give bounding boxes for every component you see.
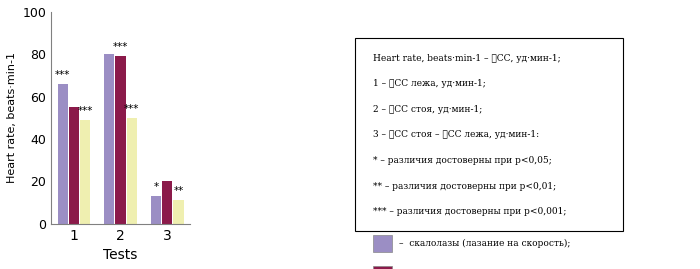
Text: 2 – 䉼СС стоя, уд·мин-1;: 2 – 䉼СС стоя, уд·мин-1; bbox=[373, 105, 482, 114]
Bar bbox=[162, 181, 172, 224]
Text: Heart rate, beats·min-1 – 䉼СС, уд·мин-1;: Heart rate, beats·min-1 – 䉼СС, уд·мин-1; bbox=[373, 54, 561, 63]
Bar bbox=[116, 56, 126, 224]
Text: ***: *** bbox=[78, 106, 93, 116]
Bar bbox=[69, 107, 79, 224]
Y-axis label: Heart rate, beats·min-1: Heart rate, beats·min-1 bbox=[7, 52, 17, 183]
Text: ***: *** bbox=[113, 42, 128, 52]
Text: * – различия достоверны при p<0,05;: * – различия достоверны при p<0,05; bbox=[373, 156, 552, 165]
Bar bbox=[80, 120, 90, 224]
Bar bbox=[151, 196, 161, 224]
Text: 1 – 䉼СС лежа, уд·мин-1;: 1 – 䉼СС лежа, уд·мин-1; bbox=[373, 79, 486, 88]
Text: ***: *** bbox=[124, 104, 139, 114]
Text: 3 – 䉼СС стоя – 䉼СС лежа, уд·мин-1:: 3 – 䉼СС стоя – 䉼СС лежа, уд·мин-1: bbox=[373, 130, 539, 139]
Text: ***: *** bbox=[55, 70, 71, 80]
Text: *** – различия достоверны при p<0,001;: *** – различия достоверны при p<0,001; bbox=[373, 207, 566, 216]
Bar bbox=[104, 54, 115, 224]
X-axis label: Tests: Tests bbox=[104, 248, 138, 262]
Text: **: ** bbox=[174, 186, 183, 196]
Text: ** – различия достоверны при p<0,01;: ** – различия достоверны при p<0,01; bbox=[373, 182, 556, 190]
Text: –  скалолазы (лазание на скорость);: – скалолазы (лазание на скорость); bbox=[400, 239, 570, 248]
Bar bbox=[57, 84, 68, 224]
Text: *: * bbox=[153, 182, 159, 192]
Bar bbox=[174, 200, 183, 224]
Bar bbox=[127, 118, 137, 224]
